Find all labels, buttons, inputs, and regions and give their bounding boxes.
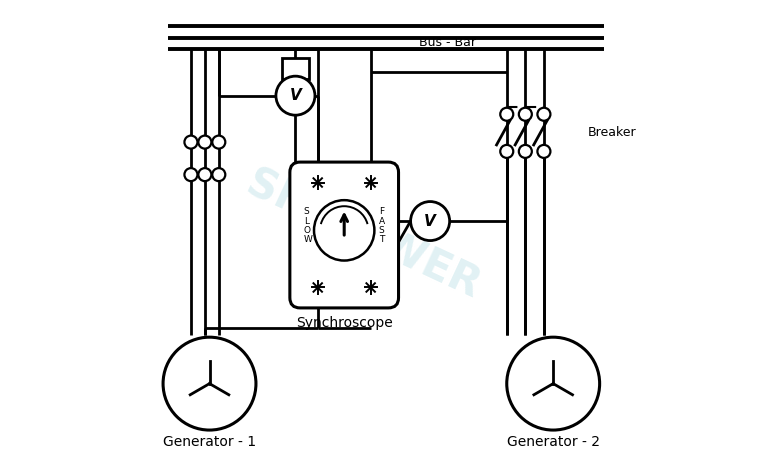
Text: Breaker: Breaker (588, 126, 637, 139)
Text: Generator - 1: Generator - 1 (163, 435, 256, 449)
Circle shape (537, 145, 550, 158)
Text: S
L
O
W: S L O W (304, 207, 313, 244)
Text: SHIPOWER: SHIPOWER (239, 163, 486, 307)
Circle shape (500, 108, 513, 121)
Circle shape (212, 168, 225, 181)
Circle shape (198, 136, 212, 149)
Circle shape (314, 200, 374, 260)
Text: V: V (425, 213, 436, 228)
FancyBboxPatch shape (282, 58, 309, 79)
Text: Bus - Bar: Bus - Bar (418, 36, 476, 49)
Text: Generator - 2: Generator - 2 (506, 435, 600, 449)
Text: F
A
S
T: F A S T (378, 207, 384, 244)
Circle shape (198, 168, 212, 181)
Circle shape (506, 337, 600, 430)
Circle shape (185, 168, 198, 181)
Circle shape (163, 337, 256, 430)
Circle shape (411, 202, 449, 241)
Circle shape (519, 108, 532, 121)
FancyBboxPatch shape (290, 162, 398, 308)
Circle shape (537, 108, 550, 121)
Text: Synchroscope: Synchroscope (296, 316, 393, 330)
Circle shape (276, 76, 315, 115)
Circle shape (500, 145, 513, 158)
Text: V: V (290, 88, 301, 103)
Circle shape (185, 136, 198, 149)
Circle shape (212, 136, 225, 149)
Circle shape (519, 145, 532, 158)
